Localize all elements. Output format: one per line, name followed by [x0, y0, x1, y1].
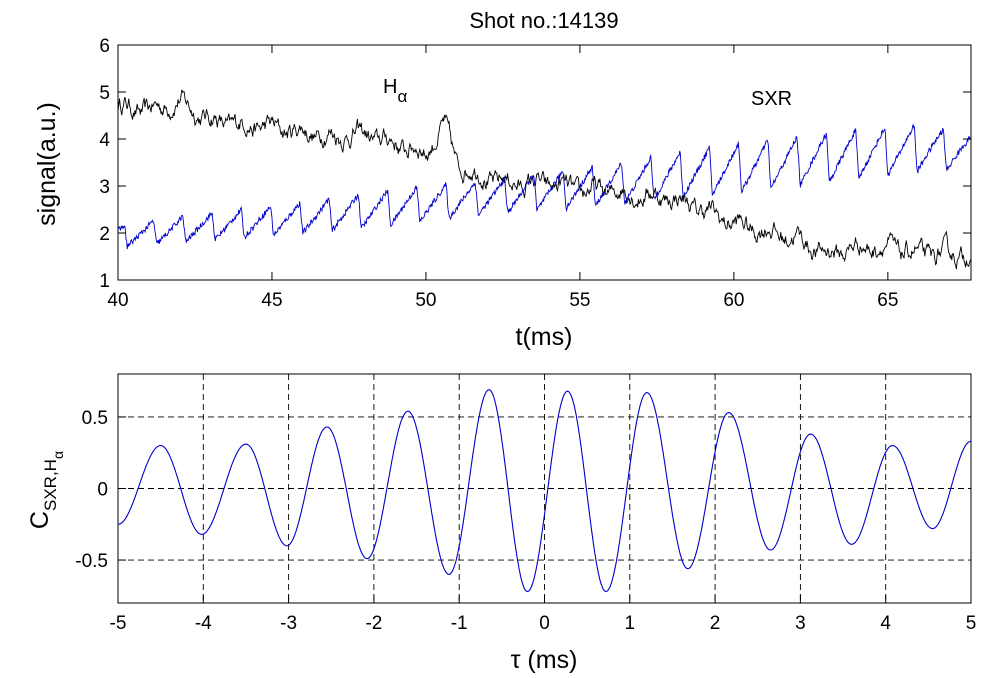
- top-x-tick-label: 40: [107, 290, 128, 311]
- bottom-y-tick-label: -0.5: [75, 551, 108, 572]
- top-y-tick-label: 6: [99, 36, 110, 57]
- top-y-tick-label: 3: [99, 177, 110, 198]
- bottom-y-tick-label: 0: [97, 480, 108, 501]
- bottom-x-tick-label: 4: [880, 613, 891, 634]
- top-x-tick-label: 50: [415, 290, 436, 311]
- series-line-halpha: [117, 89, 972, 270]
- top-y-tick-label: 2: [99, 224, 110, 245]
- annotation-sxr: SXR: [751, 88, 792, 110]
- bottom-x-tick-label: -1: [451, 613, 468, 634]
- bottom-x-tick-label: -4: [195, 613, 212, 634]
- top-series-group: [117, 89, 972, 270]
- bottom-y-tick-label: 0.5: [82, 408, 108, 429]
- bottom-x-tick-label: -2: [365, 613, 382, 634]
- top-y-axis-label: signal(a.u.): [33, 102, 61, 226]
- bottom-x-tick-label: 3: [795, 613, 806, 634]
- bottom-x-tick-label: 1: [625, 613, 636, 634]
- bottom-x-tick-label: 5: [966, 613, 977, 634]
- top-x-tick-label: 45: [261, 290, 282, 311]
- annotation-halpha: Hα: [383, 76, 407, 106]
- bottom-grid-group: [118, 374, 971, 603]
- bottom-y-axis-label: CSXR,Hα: [26, 451, 66, 529]
- top-x-tick-label: 60: [723, 290, 744, 311]
- bottom-x-tick-label: 2: [710, 613, 721, 634]
- top-x-tick-label: 65: [877, 290, 898, 311]
- bottom-x-tick-label: -3: [280, 613, 297, 634]
- bottom-ticks-group: -5 -4 -3 -2 -1 0 1 2 3 4 5 -0.5 0 0.5: [75, 408, 976, 634]
- series-line-sxr: [117, 123, 971, 250]
- top-y-tick-label: 5: [99, 83, 110, 104]
- bottom-x-tick-label: -5: [110, 613, 127, 634]
- top-title: Shot no.:14139: [469, 8, 618, 33]
- top-y-tick-label: 4: [99, 130, 110, 151]
- top-x-tick-label: 55: [569, 290, 590, 311]
- bottom-x-tick-label: 0: [539, 613, 550, 634]
- bottom-panel: -5 -4 -3 -2 -1 0 1 2 3 4 5 -0.5 0 0.5 τ (ms) CSXR,Hα: [26, 373, 976, 674]
- top-plot-frame: [117, 44, 972, 281]
- series-line-correlation: [117, 389, 972, 593]
- bottom-series-group: [117, 389, 972, 593]
- bottom-x-axis-label: τ (ms): [511, 646, 578, 674]
- top-y-tick-label: 1: [99, 271, 110, 292]
- top-x-axis-label: t(ms): [516, 323, 573, 351]
